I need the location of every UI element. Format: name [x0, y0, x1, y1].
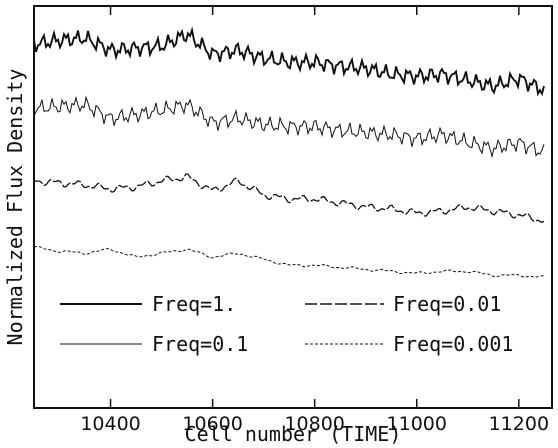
series-line-freq-0-1	[33, 95, 545, 159]
series-line-freq-1	[33, 26, 545, 97]
x-tick-label: 11000	[387, 413, 447, 435]
plot-frame	[33, 5, 553, 409]
legend-label-freq-0-001: Freq=0.001	[393, 332, 513, 356]
x-tick-label: 10600	[182, 413, 242, 435]
series-line-freq-0-001	[33, 245, 545, 278]
x-ticks: 10400 10600 10800 11000 11200	[80, 6, 549, 435]
legend: Freq=1. Freq=0.01 Freq=0.1 Freq=0.001	[60, 292, 513, 356]
legend-label-freq-1: Freq=1.	[152, 292, 236, 316]
x-tick-label: 10800	[284, 413, 344, 435]
x-tick-label: 10400	[80, 413, 140, 435]
legend-label-freq-0-01: Freq=0.01	[393, 292, 501, 316]
x-axis-title: Cell number (TIME)	[185, 422, 402, 446]
legend-label-freq-0-1: Freq=0.1	[152, 332, 248, 356]
x-tick-label: 11200	[489, 413, 549, 435]
series-layer	[33, 26, 545, 278]
series-line-freq-0-01	[33, 173, 545, 224]
y-axis-title: Normalized Flux Density	[3, 69, 27, 346]
